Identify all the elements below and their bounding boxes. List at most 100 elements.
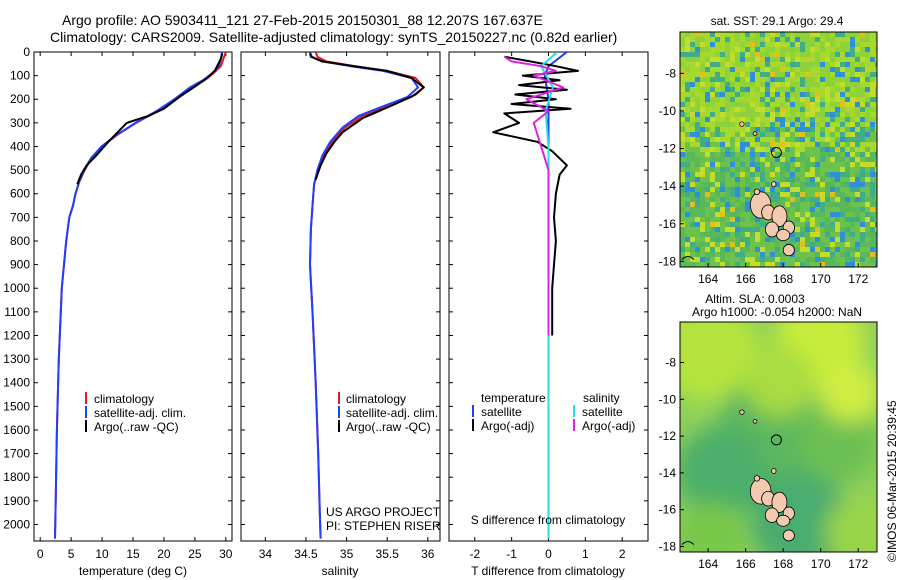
sst-cell	[735, 77, 740, 82]
sst-cell	[855, 232, 860, 237]
sst-cell	[760, 187, 765, 192]
sst-cell	[680, 107, 685, 112]
sst-cell	[755, 97, 760, 102]
sst-cell	[865, 137, 870, 142]
sst-cell	[775, 142, 780, 147]
sst-cell	[695, 217, 700, 222]
sla-map-frame	[679, 321, 878, 553]
sst-cell	[730, 52, 735, 57]
sst-cell	[700, 182, 705, 187]
sst-cell	[860, 67, 865, 72]
sst-cell	[790, 137, 795, 142]
sst-cell	[735, 242, 740, 247]
sst-cell	[850, 117, 855, 122]
sst-cell	[850, 162, 855, 167]
sst-cell	[735, 192, 740, 197]
sst-cell	[760, 82, 765, 87]
sst-cell	[700, 87, 705, 92]
sst-cell	[870, 217, 875, 222]
sst-cell	[725, 162, 730, 167]
sst-cell	[865, 232, 870, 237]
sst-cell	[840, 257, 845, 262]
sst-cell	[700, 202, 705, 207]
sst-cell	[865, 82, 870, 87]
sst-cell	[680, 117, 685, 122]
sst-cell	[685, 87, 690, 92]
sst-cell	[695, 262, 700, 267]
sst-cell	[760, 147, 765, 152]
sst-cell	[865, 227, 870, 232]
sst-cell	[710, 147, 715, 152]
sst-cell	[865, 147, 870, 152]
sst-cell	[805, 242, 810, 247]
sst-cell	[875, 257, 877, 262]
sst-cell	[760, 152, 765, 157]
sst-cell	[855, 122, 860, 127]
sst-cell	[820, 162, 825, 167]
sst-cell	[750, 232, 755, 237]
sst-cell	[705, 42, 710, 47]
sst-cell	[840, 152, 845, 157]
sst-cell	[680, 262, 685, 267]
sst-cell	[775, 77, 780, 82]
x-tick-label: 172	[848, 557, 868, 571]
sst-cell	[870, 112, 875, 117]
sst-cell	[830, 247, 835, 252]
sst-cell	[680, 102, 685, 107]
sst-cell	[875, 247, 877, 252]
sst-cell	[875, 172, 877, 177]
sst-cell	[840, 107, 845, 112]
sst-cell	[865, 122, 870, 127]
sst-cell	[825, 52, 830, 57]
sst-cell	[790, 187, 795, 192]
sst-cell	[815, 87, 820, 92]
sst-cell	[830, 182, 835, 187]
sst-cell	[850, 122, 855, 127]
sst-cell	[740, 152, 745, 157]
sst-cell	[700, 57, 705, 62]
sst-cell	[870, 202, 875, 207]
sst-cell	[730, 57, 735, 62]
sst-cell	[870, 82, 875, 87]
sst-cell	[715, 137, 720, 142]
sst-cell	[785, 32, 790, 37]
sst-cell	[800, 152, 805, 157]
sst-cell	[740, 247, 745, 252]
sst-cell	[735, 122, 740, 127]
sst-cell	[805, 162, 810, 167]
sst-cell	[785, 72, 790, 77]
sst-cell	[690, 167, 695, 172]
sst-cell	[875, 137, 877, 142]
sst-cell	[805, 42, 810, 47]
sst-cell	[705, 247, 710, 252]
sst-cell	[795, 97, 800, 102]
legend-label: satellite	[582, 405, 623, 419]
sst-cell	[695, 97, 700, 102]
sst-cell	[705, 242, 710, 247]
sst-cell	[840, 127, 845, 132]
sst-cell	[815, 57, 820, 62]
sst-cell	[835, 72, 840, 77]
sst-cell	[690, 42, 695, 47]
sst-cell	[785, 217, 790, 222]
sst-cell	[695, 142, 700, 147]
sst-cell	[835, 252, 840, 257]
sst-cell	[840, 82, 845, 87]
sst-cell	[875, 107, 877, 112]
sst-cell	[850, 232, 855, 237]
sst-cell	[760, 172, 765, 177]
sst-cell	[875, 32, 877, 37]
sst-cell	[810, 127, 815, 132]
sst-cell	[870, 177, 875, 182]
sst-cell	[870, 227, 875, 232]
sst-cell	[725, 127, 730, 132]
sst-cell	[805, 222, 810, 227]
sst-cell	[850, 217, 855, 222]
sst-cell	[865, 207, 870, 212]
sst-cell	[870, 92, 875, 97]
sst-cell	[790, 257, 795, 262]
sst-cell	[850, 82, 855, 87]
sst-cell	[850, 197, 855, 202]
sst-cell	[825, 187, 830, 192]
sst-cell	[800, 192, 805, 197]
